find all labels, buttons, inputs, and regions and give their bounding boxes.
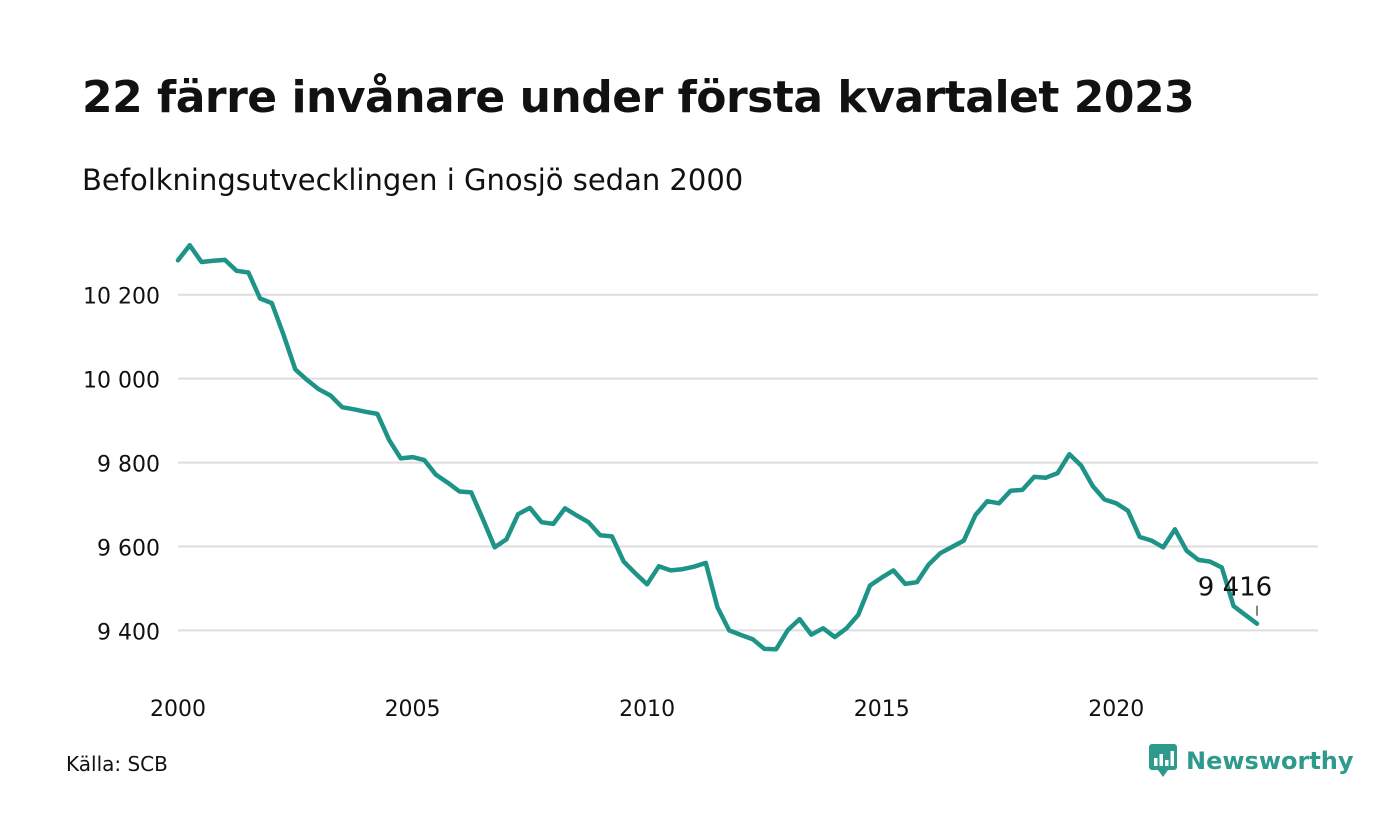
- grid-lines: [178, 293, 1318, 632]
- brand-name: Newsworthy: [1186, 747, 1354, 775]
- y-tick-label: 9 400: [97, 620, 160, 645]
- series-layer: [175, 242, 1260, 652]
- chart-subtitle: Befolkningsutvecklingen i Gnosjö sedan 2…: [82, 163, 744, 197]
- x-tick-label: 2005: [385, 697, 441, 722]
- chart-title: 22 färre invånare under första kvartalet…: [82, 72, 1195, 123]
- x-tick-label: 2020: [1088, 697, 1144, 722]
- x-tick-label: 2000: [150, 697, 206, 722]
- x-tick-label: 2010: [619, 697, 675, 722]
- y-tick-label: 10 200: [83, 285, 160, 310]
- y-tick-label: 9 800: [97, 453, 160, 478]
- x-axis: 2000 2005 2010 2015 2020: [150, 697, 1144, 722]
- y-tick-label: 10 000: [83, 369, 160, 394]
- x-tick-label: 2015: [854, 697, 910, 722]
- brand-logo[interactable]: Newsworthy: [1148, 742, 1354, 780]
- y-tick-label: 9 600: [97, 537, 160, 562]
- source-note: Källa: SCB: [66, 752, 168, 776]
- last-value-label: 9 416: [1198, 573, 1272, 603]
- y-axis: 9 400 9 600 9 800 10 000 10 200: [83, 285, 160, 646]
- series-line: [175, 242, 1260, 652]
- annotation-layer: 9 416: [1198, 573, 1272, 616]
- newsworthy-logo-icon: [1149, 744, 1177, 777]
